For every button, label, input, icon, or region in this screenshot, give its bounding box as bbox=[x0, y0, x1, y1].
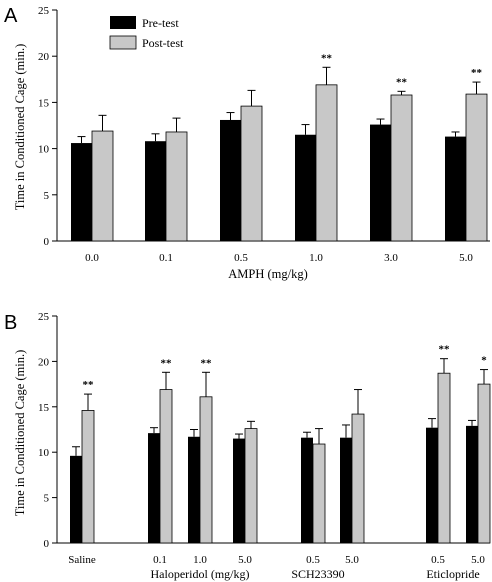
legend-swatch-pretest bbox=[110, 16, 136, 29]
bar-pretest bbox=[370, 124, 391, 241]
significance-marker: ** bbox=[439, 344, 451, 356]
significance-marker: ** bbox=[83, 379, 95, 391]
panel-a-chart: 0 5 10 15 20 25 0.0 0.1 0.5 ** 1.0 ** 3.0 ** 5.0 bbox=[38, 5, 490, 264]
significance-marker: ** bbox=[471, 67, 483, 79]
bar-posttest bbox=[159, 389, 173, 544]
y-tick-label: 15 bbox=[38, 402, 50, 414]
bar-posttest bbox=[91, 130, 114, 242]
bar-posttest bbox=[81, 410, 95, 544]
bar-posttest bbox=[390, 94, 413, 242]
legend-label-pretest: Pre-test bbox=[142, 16, 179, 30]
panel-a-xlabel: AMPH (mg/kg) bbox=[228, 267, 308, 281]
bar-posttest bbox=[240, 105, 263, 242]
x-tick-label: 0.1 bbox=[153, 554, 167, 566]
bar-posttest bbox=[244, 428, 258, 544]
significance-marker: ** bbox=[321, 52, 333, 64]
panel-b-ylabel: Time in Conditioned Cage (min.) bbox=[13, 350, 27, 517]
x-tick-label: 3.0 bbox=[384, 252, 398, 264]
significance-marker: * bbox=[481, 355, 487, 367]
bar-pretest bbox=[145, 141, 166, 241]
y-tick-label: 15 bbox=[38, 97, 50, 109]
y-tick-label: 5 bbox=[44, 493, 50, 505]
bar-posttest bbox=[199, 396, 213, 544]
panel-b-letter: B bbox=[4, 312, 17, 334]
x-tick-label: 0.0 bbox=[85, 252, 99, 264]
bar-posttest bbox=[465, 93, 488, 242]
bar-pretest bbox=[426, 427, 438, 543]
x-tick-label: 1.0 bbox=[193, 554, 207, 566]
bar-pretest bbox=[340, 437, 352, 543]
bar-pretest bbox=[445, 136, 466, 241]
legend-swatch-posttest bbox=[109, 35, 137, 50]
panel-a-ylabel: Time in Conditioned Cage (min.) bbox=[13, 44, 27, 211]
panel-b-chart: 0 5 10 15 20 25 ** Saline ** 0.1 ** 1.0 5.0 0.5 5.0 ** 0… bbox=[38, 311, 491, 566]
bar-pretest bbox=[295, 134, 316, 241]
significance-marker: ** bbox=[396, 76, 408, 88]
significance-marker: ** bbox=[201, 357, 213, 369]
bar-pretest bbox=[466, 425, 478, 543]
y-tick-label: 0 bbox=[44, 236, 50, 248]
significance-marker: ** bbox=[161, 357, 173, 369]
legend: Pre-test Post-test bbox=[109, 16, 184, 50]
y-tick-label: 20 bbox=[38, 51, 50, 63]
bar-posttest bbox=[477, 383, 491, 544]
x-tick-label: 5.0 bbox=[471, 554, 485, 566]
bar-posttest bbox=[165, 131, 188, 242]
x-tick-label: 1.0 bbox=[309, 252, 323, 264]
x-tick-label: 5.0 bbox=[345, 554, 359, 566]
x-tick-label: 0.5 bbox=[306, 554, 320, 566]
bar-pretest bbox=[148, 433, 160, 543]
group-label-sch23390: SCH23390 bbox=[291, 567, 344, 581]
x-tick-label: 0.1 bbox=[159, 252, 173, 264]
bar-pretest bbox=[188, 436, 200, 543]
bar-posttest bbox=[351, 413, 365, 544]
bar-pretest bbox=[70, 455, 82, 543]
x-tick-label: 0.5 bbox=[234, 252, 248, 264]
group-label-haloperidol: Haloperidol (mg/kg) bbox=[151, 567, 250, 581]
bar-posttest bbox=[312, 443, 326, 544]
bar-pretest bbox=[233, 438, 245, 543]
x-tick-label: 0.5 bbox=[431, 554, 445, 566]
y-tick-label: 25 bbox=[38, 5, 50, 17]
x-tick-label: Saline bbox=[68, 554, 96, 566]
y-tick-label: 0 bbox=[44, 538, 50, 550]
bar-pretest bbox=[220, 119, 241, 241]
bar-posttest bbox=[315, 84, 338, 242]
y-tick-label: 10 bbox=[38, 144, 50, 156]
y-tick-label: 20 bbox=[38, 356, 50, 368]
x-tick-label: 5.0 bbox=[238, 554, 252, 566]
y-tick-label: 25 bbox=[38, 311, 50, 323]
panel-a-letter: A bbox=[4, 5, 18, 27]
legend-label-posttest: Post-test bbox=[142, 36, 184, 50]
y-tick-label: 5 bbox=[44, 190, 50, 202]
bar-posttest bbox=[437, 372, 451, 544]
bar-pretest bbox=[71, 143, 92, 241]
x-tick-label: 5.0 bbox=[459, 252, 473, 264]
y-tick-label: 10 bbox=[38, 447, 50, 459]
group-label-eticlopride: Eticlopride bbox=[426, 567, 479, 581]
bar-pretest bbox=[301, 437, 313, 543]
